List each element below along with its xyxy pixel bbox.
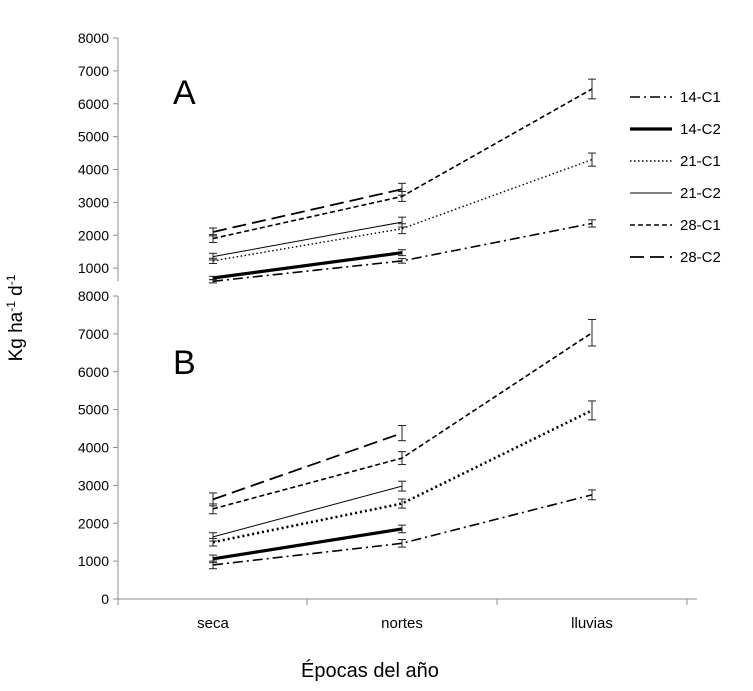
y-tick-label: 8000 — [78, 30, 109, 46]
series-line-21-C1 — [212, 158, 593, 262]
y-tick-label: 7000 — [78, 63, 109, 79]
error-bar-14-C1 — [588, 219, 596, 228]
series-line-14-C2 — [212, 251, 403, 280]
error-bar-21-C2 — [209, 532, 217, 542]
error-bar-21-C1 — [588, 400, 596, 421]
error-bar-28-C2 — [209, 227, 217, 237]
error-bar-28-C1 — [588, 78, 596, 100]
y-tick-label: 4000 — [78, 162, 109, 178]
y-tick-label: 4000 — [78, 440, 109, 456]
error-bar-14-C1 — [588, 489, 596, 501]
error-bar-14-C2 — [209, 554, 217, 564]
y-tick-label: 7000 — [78, 326, 109, 342]
y-tick-label: 3000 — [78, 477, 109, 493]
svg-text:Kg ha-1 d-1: Kg ha-1 d-1 — [4, 274, 27, 361]
series-line-14-C1 — [212, 222, 593, 283]
y-tick-label: 5000 — [78, 129, 109, 145]
error-bar-14-C1 — [398, 258, 406, 264]
panel-a-chart: 1000 2000 3000 4000 5000 6000 7000 8000 A — [78, 30, 596, 284]
y-tick-label: 2000 — [78, 515, 109, 531]
error-bar-21-C1 — [588, 152, 596, 167]
error-bar-28-C2 — [209, 492, 217, 507]
series-line-21-C2 — [212, 485, 403, 538]
error-bar-28-C1 — [588, 318, 596, 347]
y-tick-label: 0 — [101, 591, 109, 607]
y-tick-label: 3000 — [78, 194, 109, 210]
panel-b-chart: 0 1000 2000 3000 4000 5000 6000 7000 8000 seca nor… — [78, 288, 697, 632]
legend-item-14-C1: 14-C1 — [630, 89, 721, 106]
series-line-28-C2 — [212, 188, 403, 233]
x-tick-label-lluvias: lluvias — [571, 615, 613, 632]
error-bar-21-C2 — [209, 252, 217, 261]
legend-label: 28-C1 — [680, 217, 721, 234]
series-line-21-C2 — [212, 221, 403, 258]
legend-label: 21-C1 — [680, 153, 721, 170]
legend-label: 28-C2 — [680, 249, 721, 266]
legend-item-14-C2: 14-C2 — [630, 121, 721, 138]
series-line-28-C1 — [212, 88, 593, 240]
error-bar-28-C1 — [398, 451, 406, 466]
legend-label: 21-C2 — [680, 185, 721, 202]
error-bar-21-C2 — [398, 480, 406, 492]
legend: 14-C1 14-C2 21-C1 21-C2 28-C1 28-C2 — [630, 89, 721, 266]
y-axis-title-sup-1: -1 — [4, 301, 18, 312]
error-bar-21-C1 — [398, 498, 406, 509]
legend-item-28-C2: 28-C2 — [630, 249, 721, 266]
y-axis-title: Kg ha-1 d-1 — [4, 274, 27, 361]
series-line-28-C2 — [212, 432, 403, 501]
y-axis-title-main: Kg ha — [6, 311, 27, 361]
x-tick-label-nortes: nortes — [381, 615, 423, 632]
y-tick-label: 6000 — [78, 364, 109, 380]
x-axis-title: Épocas del año — [301, 659, 439, 682]
y-tick-label: 1000 — [78, 553, 109, 569]
series-line-14-C2 — [212, 527, 403, 561]
error-bar-21-C2 — [398, 216, 406, 228]
y-tick-label: 1000 — [78, 260, 109, 276]
error-bar-14-C2 — [398, 249, 406, 257]
error-bar-14-C2 — [209, 275, 217, 281]
series-line-14-C1 — [212, 494, 593, 566]
legend-label: 14-C2 — [680, 121, 721, 138]
legend-item-21-C1: 21-C1 — [630, 153, 721, 170]
y-tick-label: 8000 — [78, 288, 109, 304]
y-tick-label: 5000 — [78, 402, 109, 418]
panel-label: A — [173, 74, 196, 112]
x-tick-label-seca: seca — [197, 615, 229, 632]
error-bar-28-C2 — [398, 182, 406, 196]
y-axis-title-sup-2: -1 — [4, 274, 18, 285]
legend-label: 14-C1 — [680, 89, 721, 106]
legend-item-21-C2: 21-C2 — [630, 185, 721, 202]
error-bar-14-C1 — [398, 539, 406, 548]
legend-item-28-C1: 28-C1 — [630, 217, 721, 234]
y-tick-label: 6000 — [78, 96, 109, 112]
y-tick-label: 2000 — [78, 227, 109, 243]
error-bar-14-C2 — [398, 524, 406, 534]
y-axis-title-mid: d — [6, 285, 27, 301]
error-bar-28-C2 — [398, 425, 406, 442]
panel-label: B — [173, 344, 196, 382]
